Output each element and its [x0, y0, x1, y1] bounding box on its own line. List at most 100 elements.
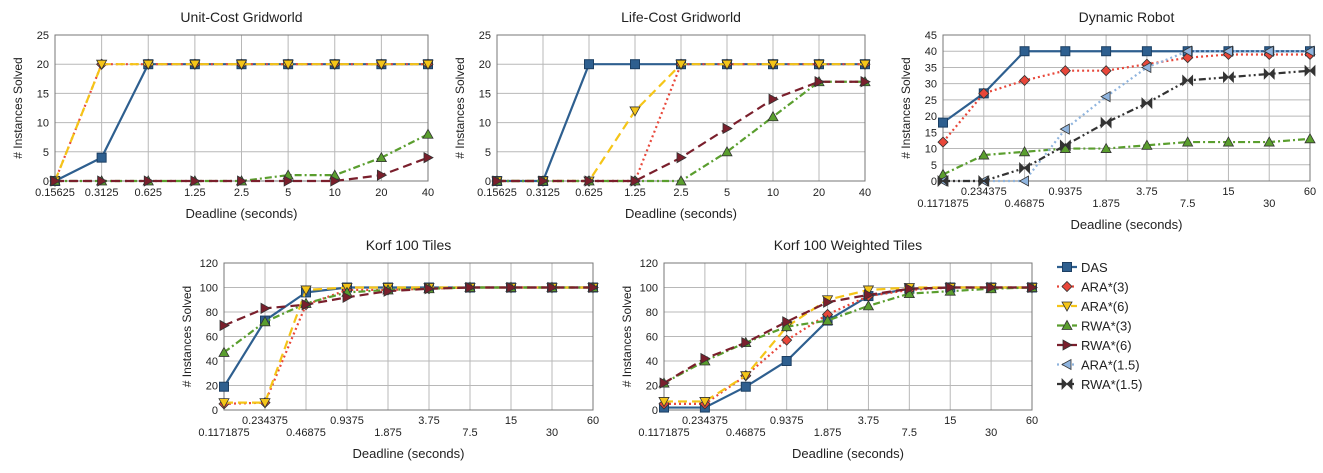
data-point [282, 59, 294, 71]
data-point [96, 152, 107, 163]
data-point [700, 352, 711, 365]
data-point [259, 315, 271, 327]
data-point [584, 59, 594, 70]
legend-label: DAS [1081, 260, 1108, 275]
data-point [422, 128, 434, 139]
x-tick-label: 15 [944, 415, 956, 427]
y-tick-label: 40 [646, 356, 658, 368]
series-das [938, 46, 1315, 128]
data-point [978, 87, 990, 99]
data-point [767, 59, 779, 71]
data-point [1181, 136, 1194, 147]
data-point [218, 398, 230, 409]
legend-label: ARA*(6) [1081, 299, 1129, 314]
plot-frame [223, 262, 594, 411]
data-point [142, 59, 154, 71]
legend-marker [1062, 262, 1072, 272]
data-point [50, 175, 61, 187]
y-axis-label: # Instances Solved [180, 286, 194, 387]
y-tick-label: 20 [646, 381, 658, 393]
data-point [424, 283, 435, 295]
series-ara-6 [218, 283, 599, 409]
y-tick-label: 15 [925, 127, 937, 139]
data-point [945, 281, 957, 294]
y-tick-label: 5 [485, 147, 491, 159]
data-point [675, 175, 687, 186]
series-rwa-1-5 [937, 64, 1316, 187]
data-point [492, 175, 503, 187]
x-tick-label: 20 [375, 187, 387, 199]
data-point [1100, 142, 1112, 153]
x-tick-label: 0.46875 [726, 427, 766, 439]
data-point [97, 175, 108, 187]
data-point [190, 175, 201, 187]
legend-marker [1061, 301, 1073, 312]
data-point [1141, 46, 1152, 57]
x-tick-label: 40 [859, 187, 871, 199]
data-point [821, 314, 834, 325]
data-point [376, 169, 388, 181]
legend-item-ara-1-5: ARA*(1.5) [1057, 358, 1140, 373]
data-point [740, 381, 751, 392]
data-point [1141, 61, 1152, 74]
y-axis-label: # Instances Solved [620, 286, 634, 387]
x-tick-label: 5 [285, 187, 291, 199]
x-tick-label: 3.75 [418, 415, 439, 427]
x-tick-label: 30 [546, 427, 558, 439]
data-point [630, 59, 640, 70]
data-point [1141, 97, 1153, 110]
data-point [1304, 64, 1316, 77]
data-point [1027, 281, 1038, 294]
legend-item-das: DAS [1057, 260, 1108, 275]
y-tick-label: 20 [925, 111, 937, 123]
series-rwa-3 [218, 281, 599, 357]
series-line [223, 286, 593, 388]
y-tick-label: 40 [925, 46, 937, 58]
data-point [1019, 162, 1030, 174]
y-tick-label: 45 [925, 30, 937, 42]
legend-label: ARA*(3) [1081, 280, 1129, 295]
data-point [740, 371, 752, 382]
series-rwa-3 [937, 132, 1316, 179]
series-line [942, 137, 1311, 176]
x-axis-label: Deadline (seconds) [1070, 217, 1182, 232]
x-tick-label: 0.3125 [526, 187, 560, 199]
chart-title: Life-Cost Gridworld [621, 9, 741, 25]
x-tick-label: 0.15625 [477, 187, 517, 199]
y-tick-label: 10 [37, 118, 49, 130]
x-tick-label: 0.1171875 [638, 427, 689, 439]
data-point [781, 334, 793, 346]
x-tick-label: 1.25 [184, 187, 205, 199]
data-point [260, 302, 271, 315]
x-tick-label: 30 [985, 427, 997, 439]
data-point [465, 281, 476, 294]
data-point [986, 281, 997, 294]
data-point [658, 397, 670, 408]
data-point [659, 377, 670, 389]
x-tick-label: 60 [1026, 415, 1038, 427]
x-tick-label: 20 [813, 187, 825, 199]
data-point [1182, 74, 1194, 87]
x-tick-label: 0.46875 [286, 427, 326, 439]
y-tick-label: 30 [925, 79, 937, 91]
legend-item-rwa-6: RWA*(6) [1057, 338, 1132, 353]
plot-frame [942, 34, 1311, 182]
x-tick-label: 0.625 [134, 187, 162, 199]
data-point [937, 175, 949, 187]
y-tick-label: 10 [925, 144, 937, 156]
x-axis-label: Deadline (seconds) [792, 446, 904, 461]
data-point [283, 175, 294, 187]
data-point [1304, 45, 1315, 57]
chart-dynamic-robot: 0 5 10 15 20 25 30 35 40 45 0.11718750.2343750.468… [899, 9, 1316, 232]
series-ara-6 [49, 59, 434, 187]
data-point [864, 289, 875, 301]
data-point [862, 300, 875, 311]
x-tick-label: 0.234375 [682, 415, 728, 427]
data-point [301, 298, 312, 311]
data-point [95, 59, 108, 71]
y-tick-label: 20 [206, 381, 218, 393]
y-tick-label: 5 [931, 160, 937, 172]
series-line [663, 286, 1032, 384]
